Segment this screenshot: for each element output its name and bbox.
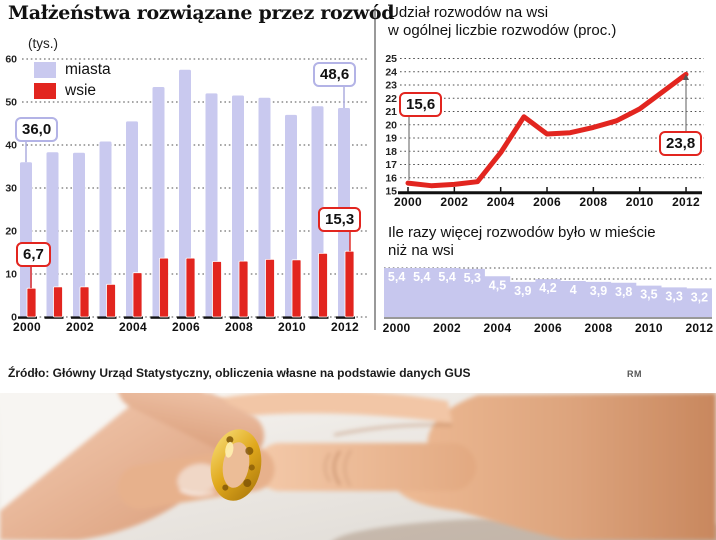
svg-text:60: 60 — [5, 54, 17, 66]
area-chart-title: Ile razy więcej rozwodów było w mieście … — [388, 224, 656, 260]
svg-text:3,8: 3,8 — [615, 285, 632, 299]
svg-text:21: 21 — [385, 106, 397, 118]
main-title: Małżeństwa rozwiązane przez rozwód — [8, 2, 395, 24]
svg-text:2012: 2012 — [331, 320, 359, 334]
svg-text:25: 25 — [385, 53, 397, 65]
svg-text:19: 19 — [385, 133, 397, 145]
svg-text:23: 23 — [385, 80, 397, 92]
svg-text:2004: 2004 — [119, 320, 147, 334]
svg-text:2000: 2000 — [13, 320, 41, 334]
svg-text:2002: 2002 — [66, 320, 94, 334]
svg-text:15: 15 — [385, 186, 397, 198]
svg-text:2006: 2006 — [172, 320, 200, 334]
value-callout: 15,6 — [399, 92, 443, 117]
svg-text:24: 24 — [385, 66, 397, 78]
area-chart-title-line2: niż na wsi — [388, 242, 454, 259]
legend-label-wsie: wsie — [65, 81, 97, 99]
svg-text:3,5: 3,5 — [640, 288, 657, 302]
svg-text:3,3: 3,3 — [665, 289, 682, 303]
svg-text:2012: 2012 — [685, 321, 713, 335]
area-chart-title-line1: Ile razy więcej rozwodów było w mieście — [388, 224, 656, 241]
unit-label: (tys.) — [26, 36, 60, 51]
author-initials: RM — [627, 369, 642, 379]
svg-text:0: 0 — [11, 312, 17, 324]
line-chart-title-line1: Udział rozwodów na wsi — [388, 4, 549, 21]
svg-text:2010: 2010 — [626, 195, 654, 209]
svg-text:2002: 2002 — [433, 321, 461, 335]
right-charts-panel: Udział rozwodów na wsi w ogólnej liczbie… — [382, 0, 716, 392]
svg-text:18: 18 — [385, 146, 397, 158]
ring-finger — [256, 443, 476, 491]
svg-text:2004: 2004 — [487, 195, 515, 209]
value-callout: 36,0 — [15, 117, 59, 142]
svg-text:2010: 2010 — [278, 320, 306, 334]
svg-text:10: 10 — [5, 269, 17, 281]
hands-removing-wedding-ring-photo — [0, 393, 716, 540]
value-callout: 23,8 — [659, 131, 703, 156]
svg-text:20: 20 — [5, 226, 17, 238]
svg-text:5,4: 5,4 — [388, 270, 405, 284]
bar-chart-panel: Małżeństwa rozwiązane przez rozwód (tys.… — [0, 0, 394, 392]
value-callout: 48,6 — [313, 62, 357, 87]
svg-text:5,4: 5,4 — [438, 270, 455, 284]
gold-wedding-ring — [210, 429, 262, 501]
svg-text:16: 16 — [385, 172, 397, 184]
value-callout: 6,7 — [16, 242, 51, 267]
svg-text:4,5: 4,5 — [489, 278, 506, 292]
source-note: Źródło: Główny Urząd Statystyczny, oblic… — [8, 366, 471, 380]
svg-text:2000: 2000 — [383, 321, 411, 335]
svg-text:4: 4 — [570, 283, 577, 297]
legend-item-wsie: wsie — [34, 80, 111, 101]
svg-text:2008: 2008 — [579, 195, 607, 209]
svg-text:2002: 2002 — [440, 195, 468, 209]
svg-text:3,9: 3,9 — [514, 284, 531, 298]
svg-text:50: 50 — [5, 97, 17, 109]
legend-label-miasta: miasta — [65, 60, 111, 78]
svg-text:4,2: 4,2 — [539, 281, 556, 295]
svg-text:2012: 2012 — [672, 195, 700, 209]
svg-text:2010: 2010 — [635, 321, 663, 335]
svg-text:2008: 2008 — [585, 321, 613, 335]
svg-text:2006: 2006 — [533, 195, 561, 209]
svg-text:17: 17 — [385, 159, 397, 171]
svg-text:5,3: 5,3 — [464, 271, 481, 285]
line-chart-title-line2: w ogólnej liczbie rozwodów (proc.) — [388, 22, 617, 39]
photo-region — [0, 393, 716, 540]
line-chart-title: Udział rozwodów na wsi w ogólnej liczbie… — [388, 4, 616, 40]
svg-text:2008: 2008 — [225, 320, 253, 334]
svg-text:30: 30 — [5, 183, 17, 195]
svg-text:40: 40 — [5, 140, 17, 152]
svg-text:2006: 2006 — [534, 321, 562, 335]
legend-item-miasta: miasta — [34, 59, 111, 80]
wsie-color-swatch — [34, 82, 56, 99]
svg-text:2000: 2000 — [394, 195, 422, 209]
value-callout: 15,3 — [318, 207, 362, 232]
svg-text:22: 22 — [385, 93, 397, 105]
legend: miasta wsie — [34, 59, 111, 101]
svg-text:3,9: 3,9 — [590, 284, 607, 298]
vertical-divider — [374, 8, 376, 330]
right-hand — [214, 393, 716, 540]
svg-text:3,2: 3,2 — [691, 290, 708, 304]
svg-text:20: 20 — [385, 119, 397, 131]
svg-text:2004: 2004 — [484, 321, 512, 335]
svg-text:5,4: 5,4 — [413, 270, 430, 284]
miasta-color-swatch — [34, 61, 56, 78]
bar-chart: 0 10 20 30 40 50 60 2000 2002 2004 2006 2008 2010 201… — [5, 54, 368, 334]
thumb-nail — [177, 463, 219, 495]
